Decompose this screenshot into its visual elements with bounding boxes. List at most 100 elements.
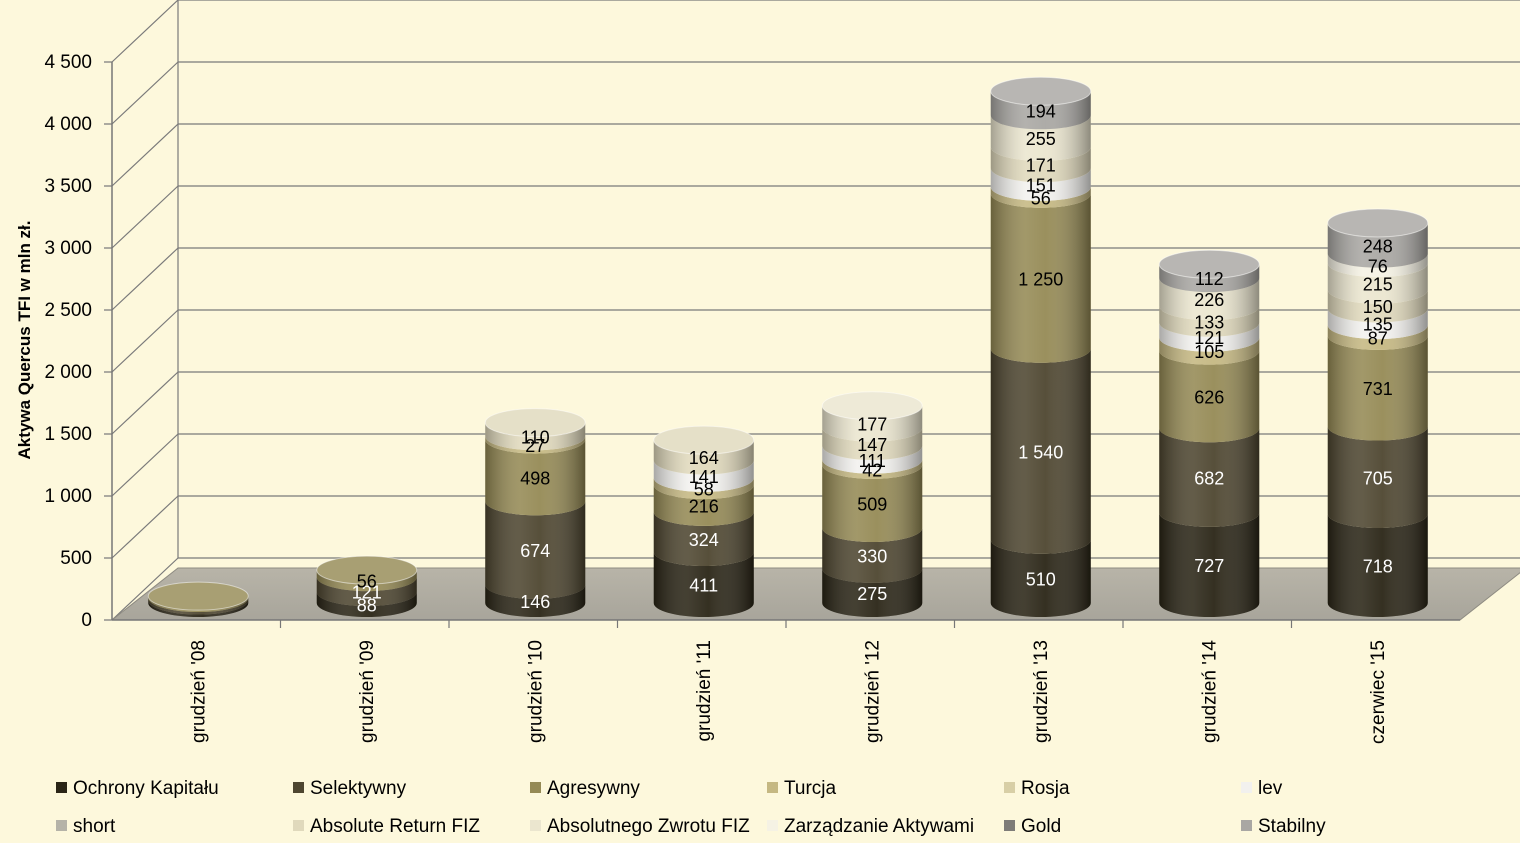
y-tick-label: 2 500 <box>44 300 92 321</box>
data-label: 56 <box>357 572 377 592</box>
bar-segment-shade <box>990 539 1091 617</box>
bar-segment-shade <box>1159 428 1260 527</box>
bar-segment-shade <box>653 477 754 500</box>
bar-segment-shade <box>822 464 923 542</box>
bar-top-cap <box>1327 208 1429 238</box>
bar-segment-shade <box>1327 513 1428 617</box>
bar-top-cap <box>653 425 755 455</box>
data-label: 164 <box>689 448 719 468</box>
legend-entry: Agresywny <box>547 778 640 799</box>
x-tick-label: grudzień '10 <box>525 640 546 743</box>
gridline-side <box>111 433 179 497</box>
bar-top-cap <box>1158 249 1260 279</box>
gridline-side <box>111 309 179 373</box>
data-label: 411 <box>689 576 718 596</box>
data-label: 194 <box>1026 101 1056 121</box>
legend-swatch <box>293 820 304 831</box>
legend-entry: Zarządzanie Aktywami <box>784 816 974 837</box>
y-tick-label: 3 500 <box>44 176 92 197</box>
data-label: 216 <box>689 496 719 516</box>
bar-top-cap-highlight <box>1327 208 1428 237</box>
data-label: 215 <box>1363 274 1393 294</box>
x-tick-label: grudzień '08 <box>188 640 209 743</box>
bar-segment-shade <box>1327 289 1428 323</box>
legend-swatch <box>56 820 67 831</box>
legend-entry: Absolutnego Zwrotu FIZ <box>547 816 750 837</box>
legend-entry: Gold <box>1021 816 1061 837</box>
bar-segment-shade <box>822 445 923 474</box>
bar-segment-shade <box>990 91 1091 130</box>
bar-segment-shade <box>822 427 923 460</box>
data-label: 1 540 <box>1018 442 1063 462</box>
data-label: 58 <box>694 479 714 499</box>
x-tick-label: grudzień '09 <box>357 640 378 743</box>
bar-top-cap-highlight <box>148 582 249 611</box>
bar-segment-shade <box>822 459 923 479</box>
gridline-side <box>111 371 179 435</box>
data-label: 110 <box>521 427 550 447</box>
bar-segment-shade <box>653 460 754 492</box>
data-label: 509 <box>857 494 887 514</box>
y-tick-label: 4 500 <box>44 52 92 73</box>
data-label: 27 <box>525 436 545 456</box>
bar-segment-shade <box>1159 512 1260 617</box>
bar-segment-shade <box>1159 264 1260 293</box>
bar-segment-shade <box>1327 325 1428 350</box>
data-label: 177 <box>857 415 887 435</box>
bar-segment-shade <box>1327 335 1428 441</box>
bar-segment-shade <box>1327 253 1428 278</box>
data-label: 146 <box>520 592 550 612</box>
gridline-side <box>111 61 179 125</box>
data-label: 226 <box>1194 290 1224 310</box>
data-label: 705 <box>1363 468 1393 488</box>
bar-segment-shade <box>653 511 754 567</box>
legend-swatch <box>1004 820 1015 831</box>
bar-top-cap <box>316 555 418 585</box>
data-label: 112 <box>1195 269 1224 289</box>
bar-segment-shade <box>148 600 249 617</box>
bar-segment-shade <box>990 168 1091 201</box>
data-label: 56 <box>1031 188 1051 208</box>
gridline-side <box>111 0 179 63</box>
bar-top-cap <box>147 581 249 611</box>
bar-segment-shade <box>990 193 1091 363</box>
gridline-side <box>111 557 179 621</box>
bar-segment-shade <box>653 485 754 526</box>
legend-swatch <box>1241 820 1252 831</box>
data-label: 133 <box>1194 312 1224 332</box>
bar-segment-shade <box>990 348 1091 554</box>
bar-top-cap <box>821 391 923 421</box>
bar-segment-shade <box>1159 322 1260 352</box>
bar-segment-shade <box>485 436 586 454</box>
bar-segment-shade <box>485 584 586 617</box>
legend-entry: short <box>73 816 116 837</box>
bar-segment-shade <box>485 422 586 451</box>
y-tick-label: 1 500 <box>44 424 92 445</box>
gridline-side <box>111 495 179 559</box>
bar-segment-shade <box>1327 426 1428 528</box>
legend-swatch <box>56 782 67 793</box>
data-label: 111 <box>859 451 886 471</box>
data-label: 150 <box>1363 297 1393 317</box>
x-tick-label: czerwiec '15 <box>1368 640 1389 744</box>
bar-segment-shade <box>485 439 586 516</box>
x-tick-label: grudzień '13 <box>1031 640 1052 743</box>
y-tick-label: 0 <box>81 610 92 631</box>
bar-top-cap <box>484 408 586 438</box>
bar-segment-shade <box>822 405 923 442</box>
bar-segment-shade <box>653 552 754 617</box>
data-label: 248 <box>1363 236 1393 256</box>
legend-swatch <box>530 820 541 831</box>
legend-entry: Turcja <box>784 778 837 799</box>
y-tick-label: 500 <box>60 548 92 569</box>
data-label: 135 <box>1363 315 1393 335</box>
bar-segment-shade <box>1159 306 1260 337</box>
data-label: 330 <box>857 546 887 566</box>
data-labels: 8812156146674498271104113242165814116427… <box>352 101 1393 615</box>
data-label: 718 <box>1363 556 1393 576</box>
legend-entry: Selektywny <box>310 778 407 799</box>
data-label: 147 <box>857 435 887 455</box>
y-axis-title: Aktywa Quercus TFI w mln zł. <box>15 221 34 460</box>
bar-top-cap-highlight <box>1159 250 1260 279</box>
